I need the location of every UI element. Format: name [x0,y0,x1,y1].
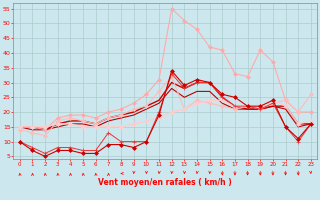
X-axis label: Vent moyen/en rafales ( km/h ): Vent moyen/en rafales ( km/h ) [99,178,232,187]
